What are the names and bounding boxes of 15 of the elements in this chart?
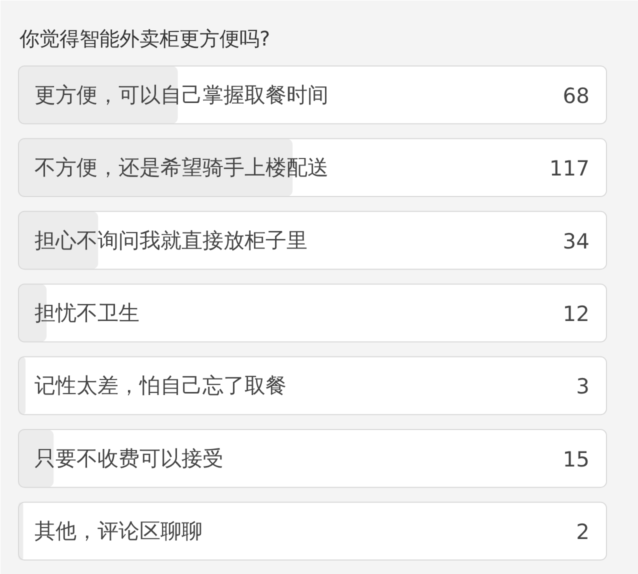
y-tick-label: 更方便，可以自己掌握取餐时间 [34,82,328,107]
data-label: 12 [562,302,590,326]
y-tick-label: 记性太差，怕自己忘了取餐 [34,374,286,398]
data-label: 3 [576,374,590,399]
y-tick-label: 担忧不卫生 [34,301,140,325]
chart-title: 你觉得智能外卖柜更方便吗? [18,26,270,50]
y-tick-label: 其他，评论区聊聊 [34,519,202,544]
data-label: 15 [562,447,590,472]
data-label: 2 [576,520,590,544]
data-label: 68 [562,84,590,108]
y-tick-label: 不方便，还是希望骑手上楼配送 [34,156,328,180]
data-label: 34 [562,229,590,254]
data-label: 117 [549,156,590,181]
y-tick-label: 只要不收费可以接受 [34,446,224,470]
y-tick-label: 担心不询问我就直接放柜子里 [34,228,308,252]
